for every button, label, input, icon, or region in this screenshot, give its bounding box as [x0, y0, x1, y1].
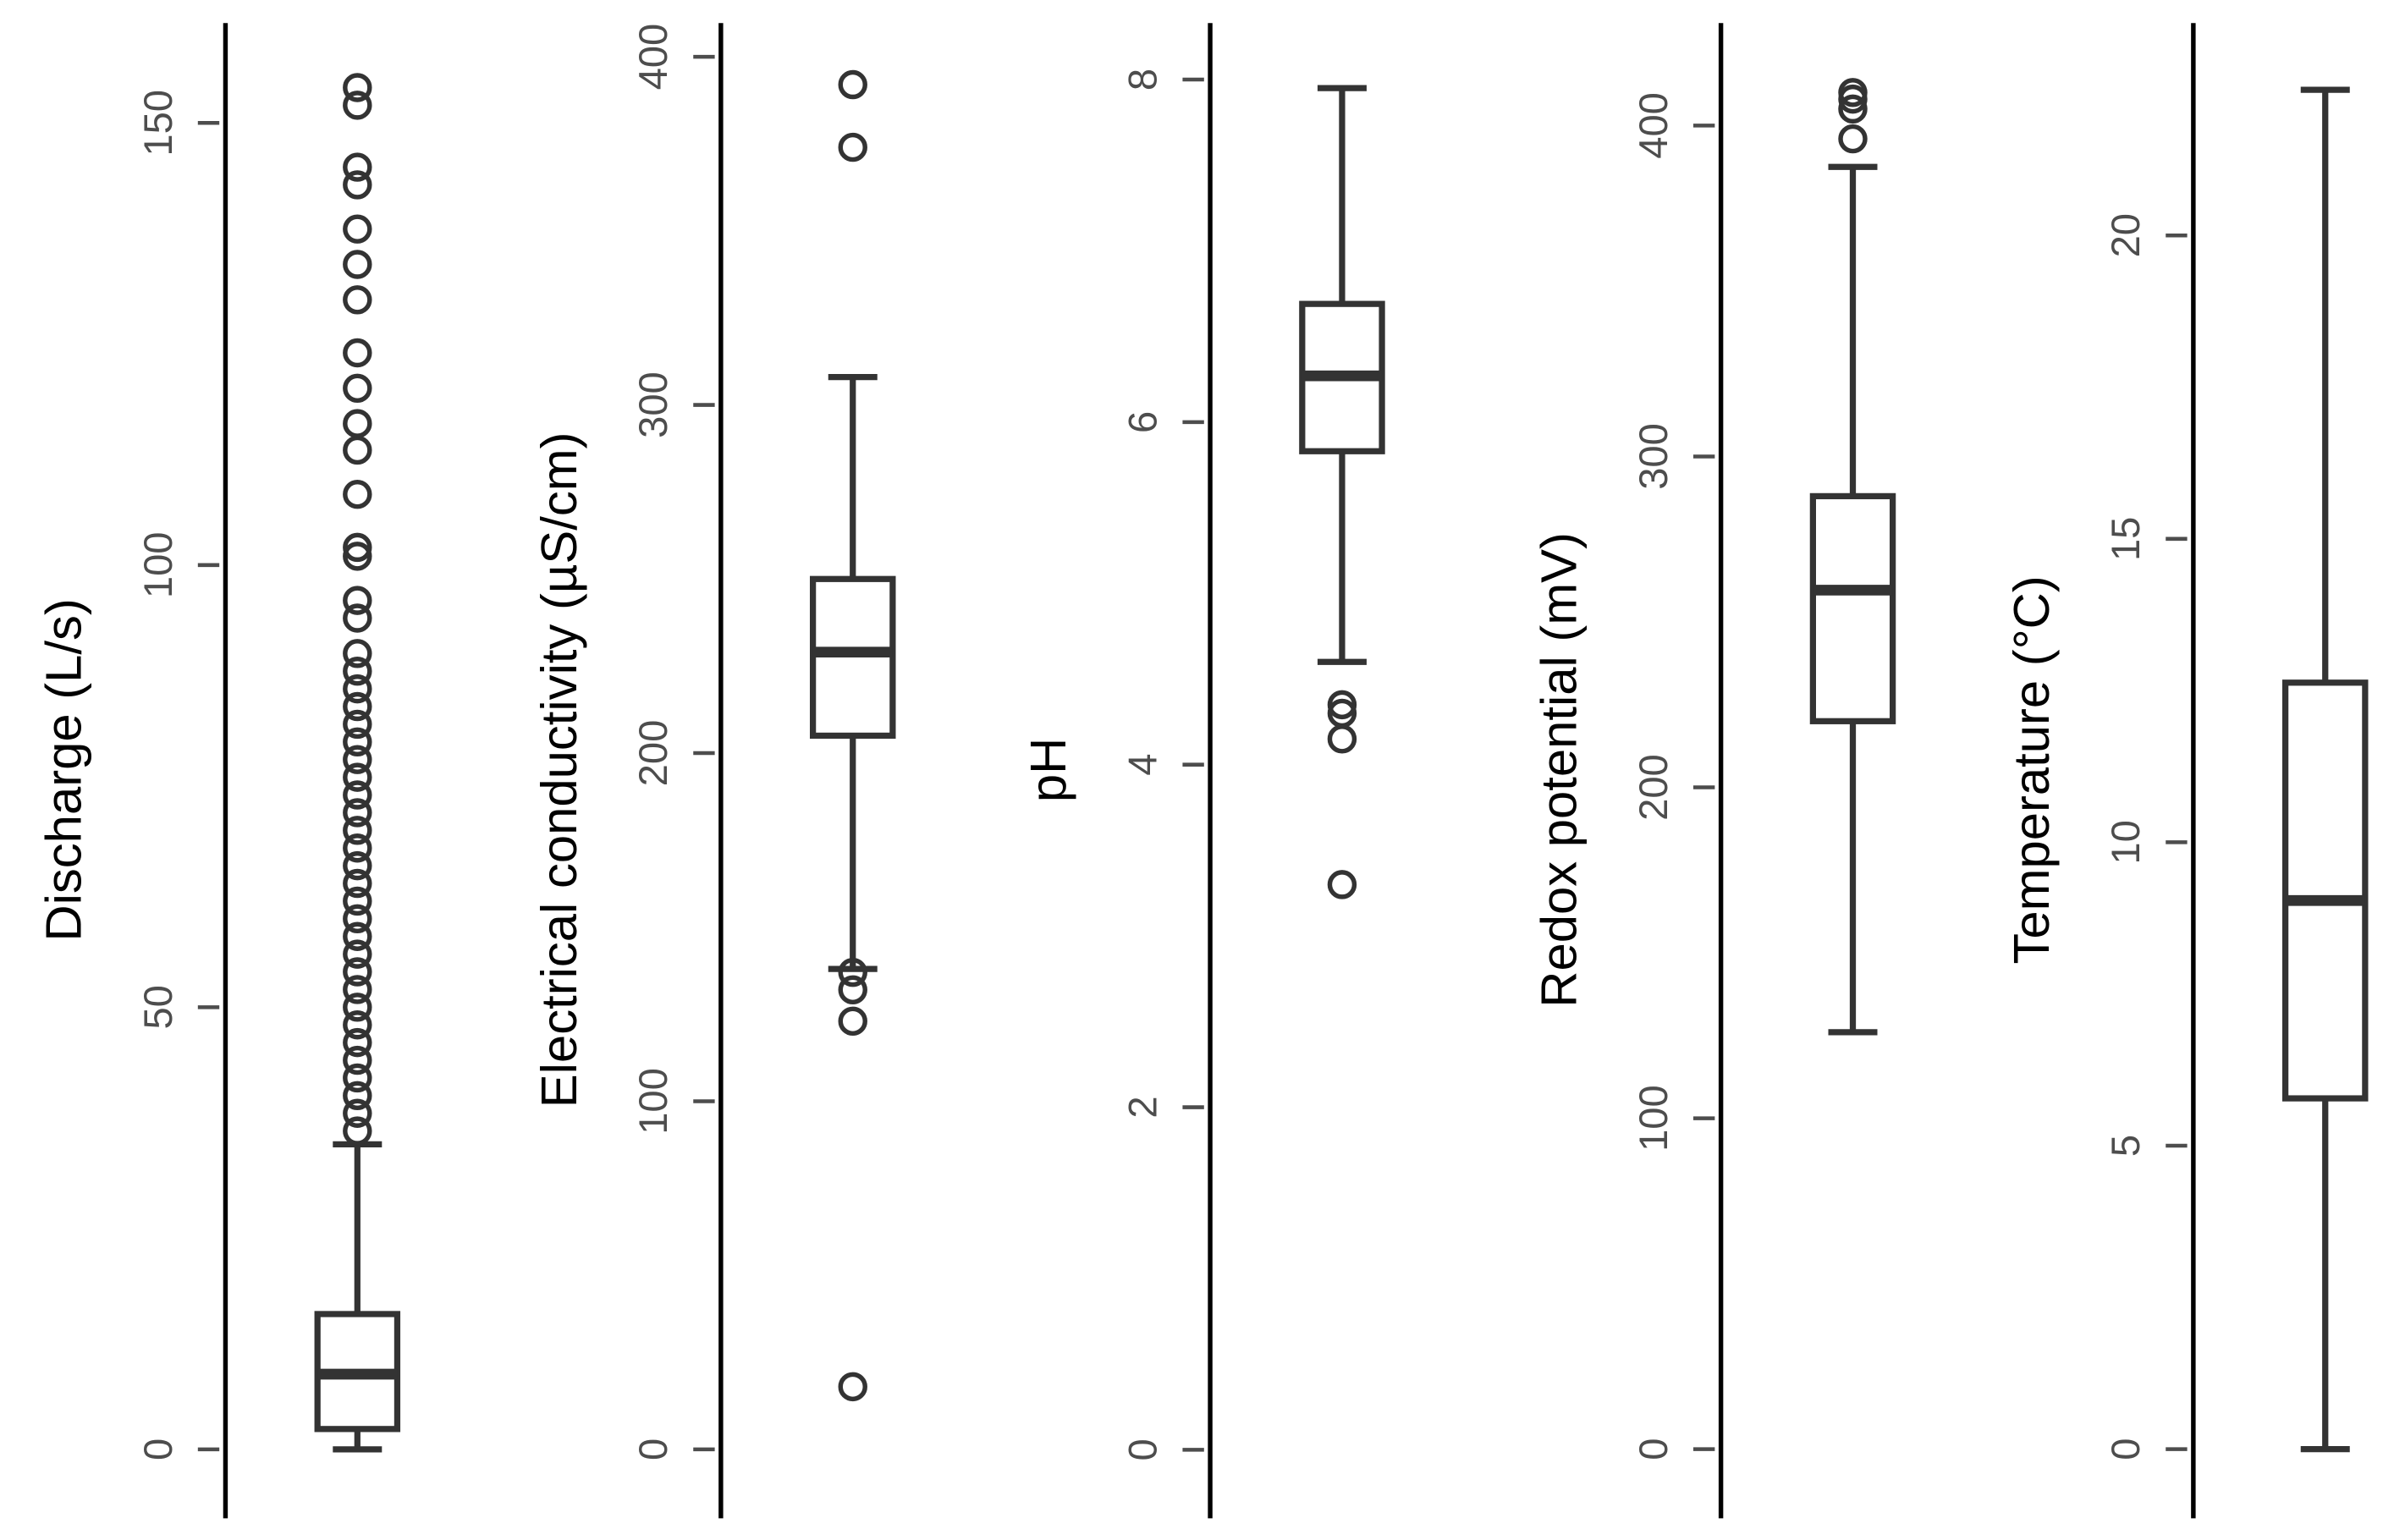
y-tick-label: 0 [135, 1438, 180, 1460]
outlier [343, 409, 372, 438]
y-tick-label: 300 [1631, 423, 1676, 490]
outlier [838, 1006, 867, 1037]
y-tick-label: 150 [135, 90, 180, 157]
outlier [343, 285, 372, 315]
y-tick-label: 50 [135, 985, 180, 1029]
y-tick-label: 10 [2103, 820, 2148, 864]
outlier [343, 1116, 372, 1146]
y-tick-label: 100 [1631, 1085, 1676, 1152]
outlier [343, 214, 372, 244]
outlier [343, 542, 372, 571]
outlier [1327, 870, 1357, 899]
outlier [838, 1372, 867, 1402]
outlier [343, 975, 372, 1004]
outlier [343, 691, 372, 722]
outlier [343, 603, 372, 633]
outlier [1838, 94, 1868, 124]
outlier [838, 132, 867, 162]
outlier [343, 674, 372, 704]
outlier [343, 993, 372, 1022]
outlier [343, 1010, 372, 1040]
outlier [343, 850, 372, 881]
outlier [343, 921, 372, 951]
y-tick-label: 2 [1120, 1096, 1164, 1118]
outlier [343, 373, 372, 404]
outlier [343, 656, 372, 686]
outlier [343, 886, 372, 916]
y-tick-label: 8 [1120, 69, 1164, 91]
outlier [343, 727, 372, 757]
outlier [343, 91, 372, 120]
outlier [343, 250, 372, 279]
outlier [343, 780, 372, 810]
y-axis-title: pH [1020, 738, 1076, 802]
y-tick-label: 200 [630, 720, 675, 787]
outlier [343, 532, 372, 563]
box [1809, 492, 1896, 724]
y-tick-label: 4 [1120, 754, 1164, 776]
y-tick-label: 0 [2103, 1438, 2148, 1460]
y-axis-title: Redox potential (mV) [1531, 532, 1588, 1008]
y-axis-title: Electrical conductivity (µS/cm) [531, 432, 587, 1108]
outlier [343, 1081, 372, 1111]
y-tick-label: 0 [1631, 1438, 1676, 1460]
outlier [838, 69, 867, 100]
y-tick-label: 20 [2103, 213, 2148, 257]
outlier [1838, 78, 1868, 107]
outlier [343, 1063, 372, 1093]
outlier [343, 762, 372, 792]
outlier [1838, 124, 1868, 154]
outlier [343, 939, 372, 969]
outlier [343, 73, 372, 102]
y-tick-label: 0 [1120, 1438, 1164, 1460]
y-tick-label: 6 [1120, 411, 1164, 433]
outlier [343, 435, 372, 465]
outlier [343, 152, 372, 182]
outlier [343, 639, 372, 668]
outlier [343, 479, 372, 509]
outlier [838, 957, 867, 987]
outlier [1327, 724, 1357, 754]
y-tick-label: 200 [1631, 754, 1676, 821]
outlier [343, 868, 372, 899]
y-tick-label: 0 [630, 1438, 675, 1460]
y-tick-label: 400 [1631, 92, 1676, 159]
outlier [343, 816, 372, 845]
outlier [343, 1027, 372, 1058]
y-axis-title: Discharge (L/s) [36, 598, 92, 941]
y-tick-label: 15 [2103, 517, 2148, 561]
outlier [343, 904, 372, 934]
outlier [343, 338, 372, 368]
outlier [343, 798, 372, 828]
outlier [343, 170, 372, 200]
y-tick-label: 100 [135, 532, 180, 599]
outlier [343, 833, 372, 863]
outlier [1327, 690, 1357, 720]
outlier [343, 1098, 372, 1128]
y-tick-label: 100 [630, 1068, 675, 1135]
outlier [343, 745, 372, 774]
y-axis-title: Temperature (°C) [2003, 575, 2060, 964]
y-tick-label: 400 [630, 24, 675, 91]
y-tick-label: 5 [2103, 1135, 2148, 1157]
outlier [343, 957, 372, 987]
outlier [343, 1045, 372, 1075]
y-tick-label: 300 [630, 371, 675, 438]
outlier [343, 709, 372, 740]
outlier [838, 975, 867, 1005]
outlier [343, 586, 372, 615]
box [2282, 679, 2369, 1102]
